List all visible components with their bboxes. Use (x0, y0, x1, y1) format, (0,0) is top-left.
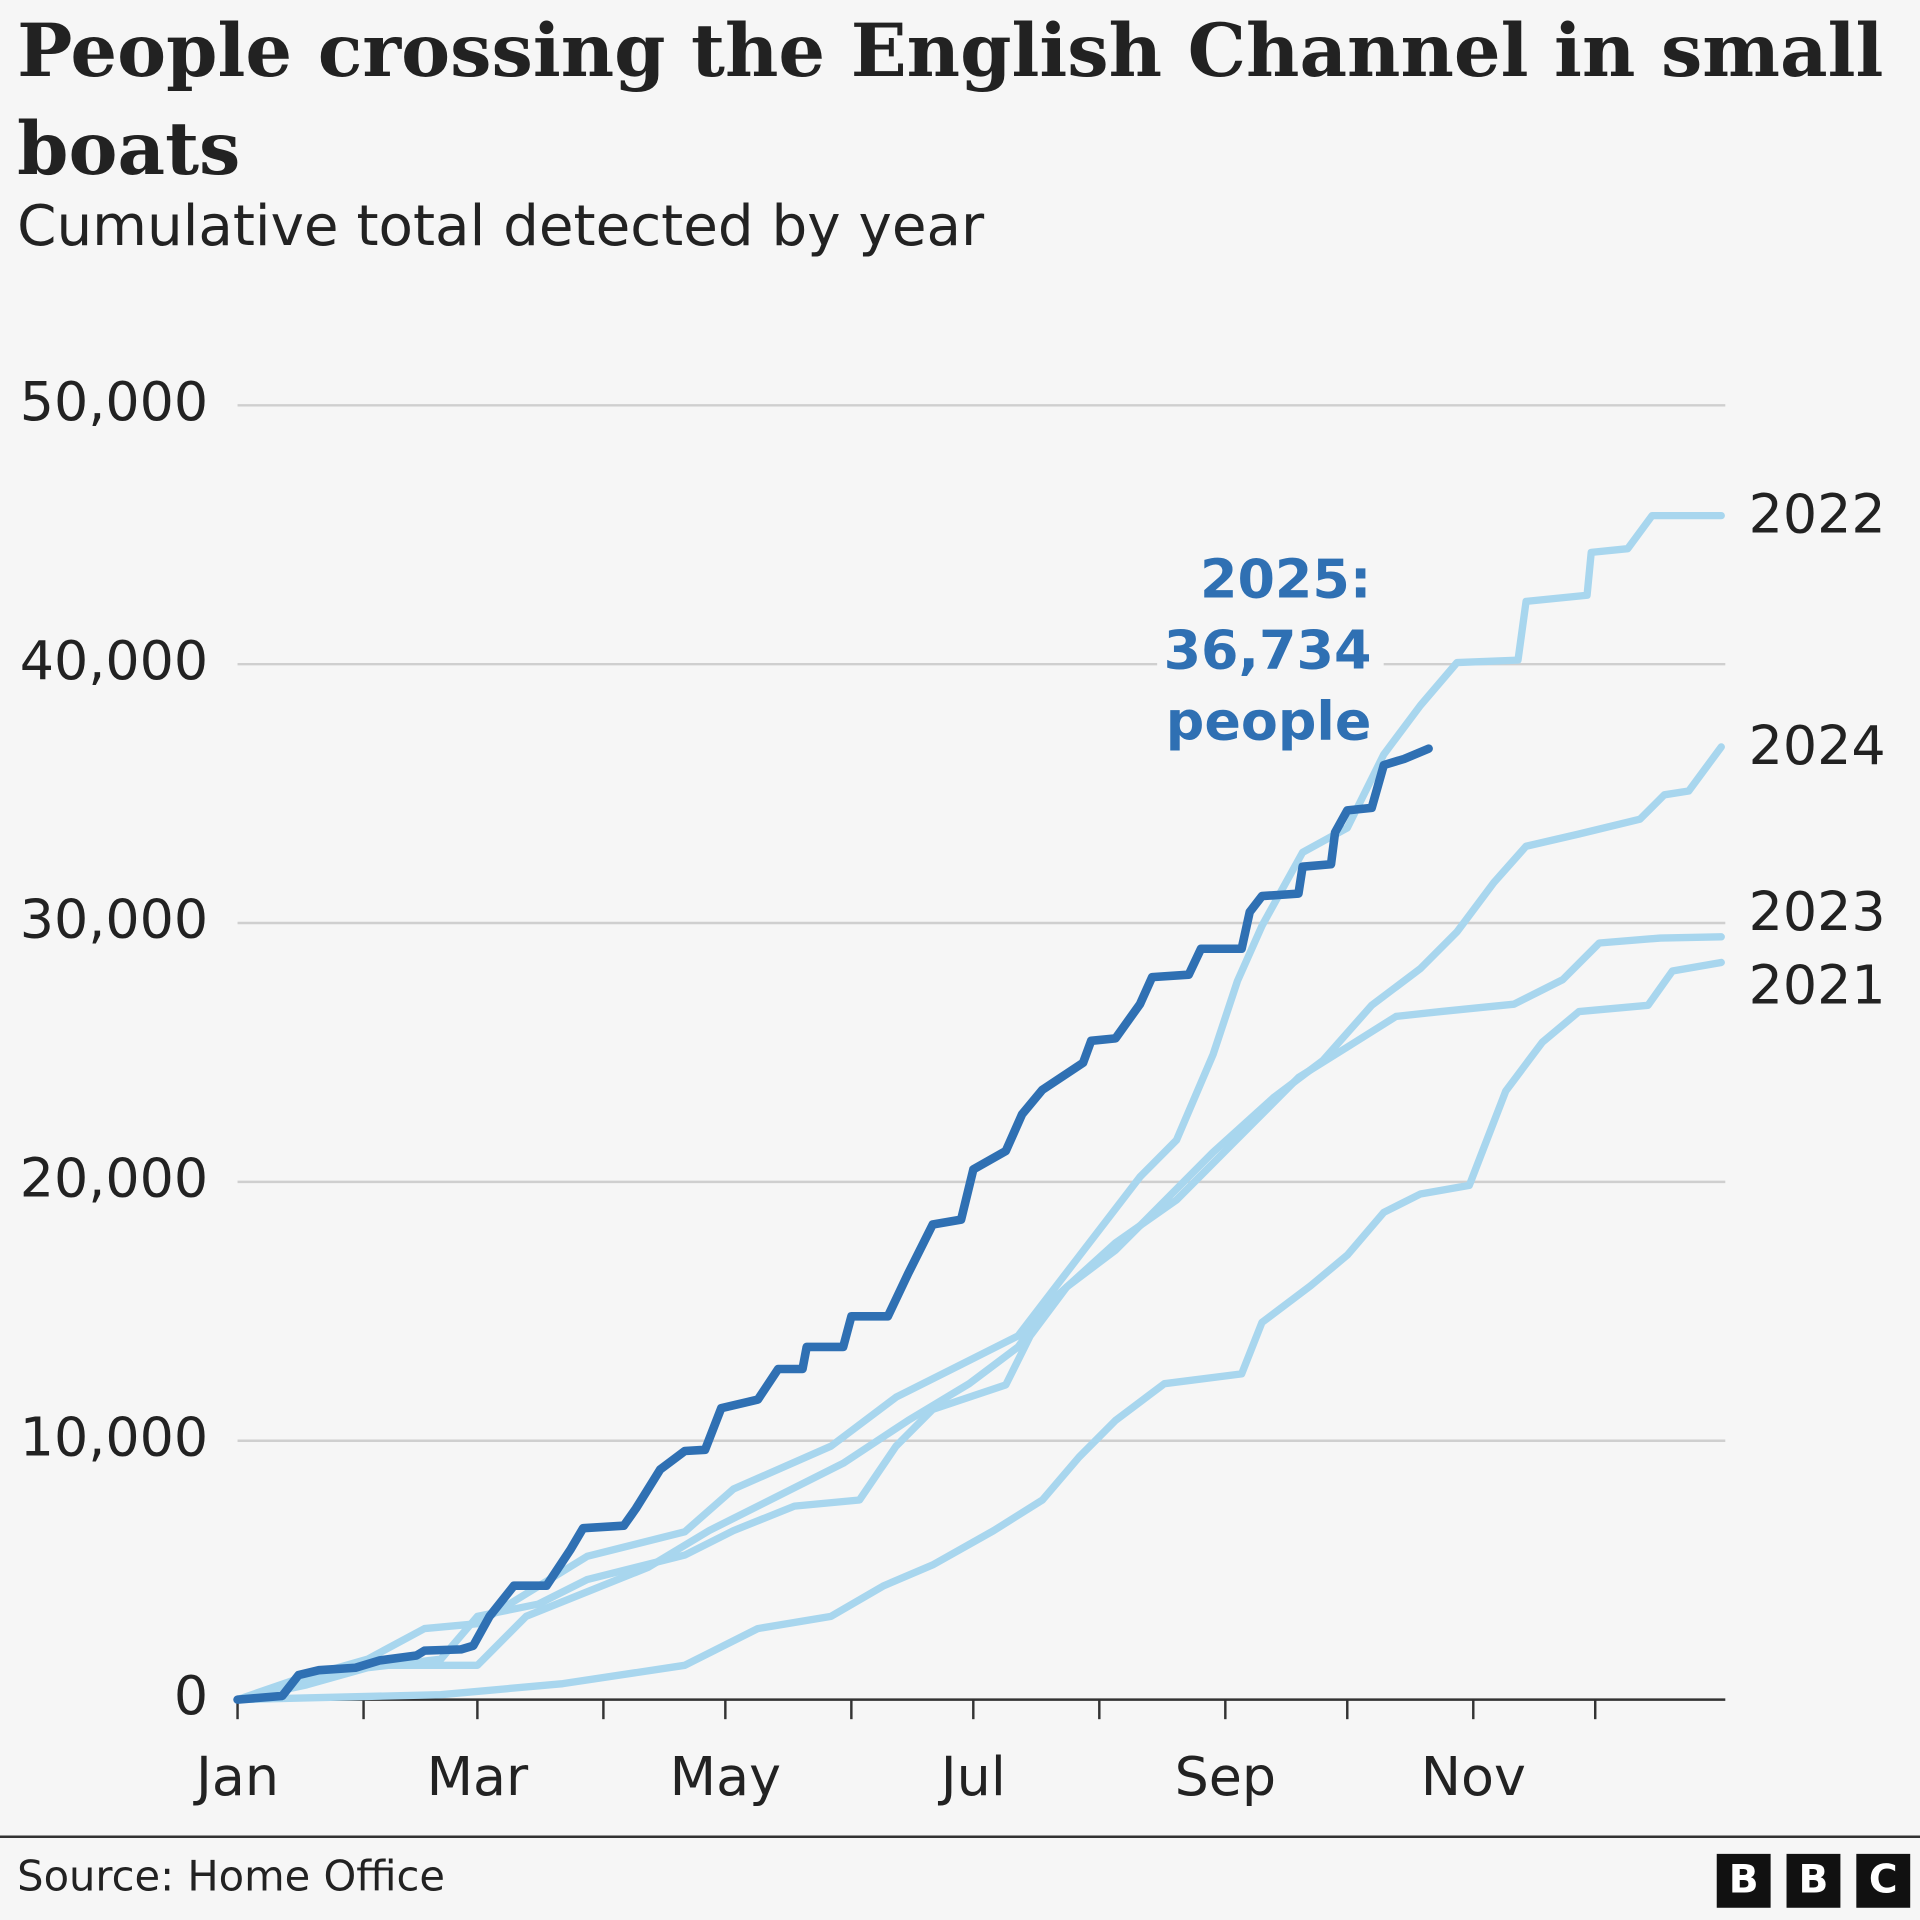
logo-letter: B (1799, 1858, 1829, 1903)
chart-subtitle: Cumulative total detected by year (17, 194, 985, 259)
logo-box (1856, 1853, 1911, 1908)
logo-box (1786, 1853, 1841, 1908)
x-tick-label: Mar (427, 1745, 529, 1808)
series-end-label: 2024 (1749, 714, 1886, 777)
series-end-label: 2023 (1749, 880, 1886, 943)
x-tick-label: Jan (193, 1745, 279, 1808)
logo: B B C (1716, 1853, 1911, 1908)
logo-letter: C (1869, 1858, 1898, 1903)
chart-title: boats (17, 106, 240, 192)
y-tick-label: 40,000 (20, 629, 208, 692)
x-tick-label: Sep (1175, 1745, 1277, 1808)
y-tick-label: 50,000 (20, 370, 208, 433)
series-end-label: 2021 (1749, 953, 1886, 1016)
x-tick-label: Jul (938, 1745, 1006, 1808)
x-tick-label: May (670, 1745, 781, 1808)
logo-box (1716, 1853, 1771, 1908)
series-line (233, 958, 1725, 1704)
series-line (233, 744, 1433, 1704)
annotation: 2025: (1200, 548, 1371, 611)
y-tick-label: 0 (174, 1664, 208, 1727)
series-end-label: 2022 (1749, 483, 1886, 546)
chart-title: People crossing the English Channel in s… (17, 8, 1883, 94)
x-tick-label: Nov (1421, 1745, 1526, 1808)
annotation-bg (1157, 532, 1384, 747)
series-line (233, 511, 1725, 1704)
logo-letter: B (1729, 1858, 1759, 1903)
y-tick-label: 30,000 (20, 888, 208, 951)
source: Source: Home Office (17, 1852, 445, 1901)
annotation: 36,734 (1164, 619, 1372, 682)
y-tick-label: 20,000 (20, 1147, 208, 1210)
y-tick-label: 10,000 (20, 1405, 208, 1468)
series-line (233, 933, 1725, 1704)
annotation: people (1166, 690, 1372, 753)
